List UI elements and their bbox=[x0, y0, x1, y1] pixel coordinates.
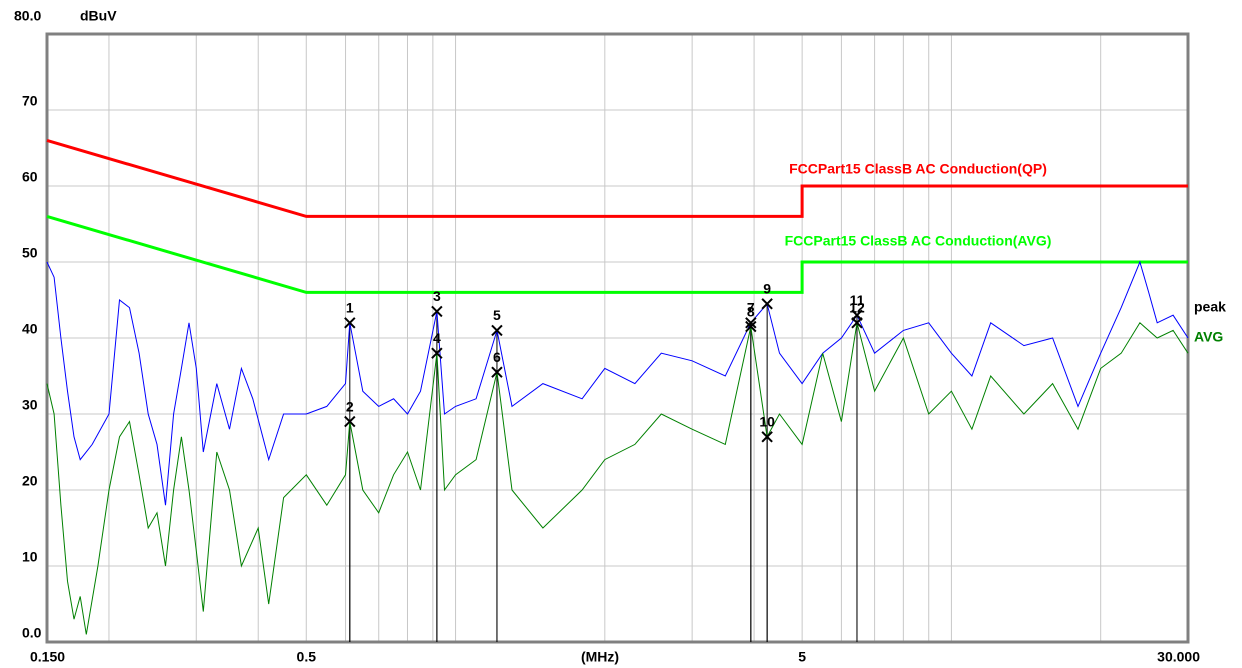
y-tick-label: 0.0 bbox=[22, 625, 42, 641]
x-tick-label: 0.5 bbox=[297, 649, 317, 665]
y-tick-label: 80.0 bbox=[14, 8, 41, 24]
y-tick-label: 10 bbox=[22, 549, 38, 565]
y-axis-label: dBuV bbox=[80, 8, 117, 24]
y-tick-label: 60 bbox=[22, 169, 38, 185]
marker-label: 4 bbox=[433, 330, 441, 346]
marker-label: 6 bbox=[493, 349, 501, 365]
series-label: FCCPart15 ClassB AC Conduction(QP) bbox=[789, 161, 1047, 177]
marker-label: 3 bbox=[433, 288, 441, 304]
marker bbox=[761, 298, 773, 310]
x-tick-label: 30.000 bbox=[1157, 649, 1200, 665]
series-line bbox=[46, 322, 1189, 635]
marker-label: 7 bbox=[747, 300, 755, 316]
marker-label: 9 bbox=[763, 281, 771, 297]
marker bbox=[344, 317, 356, 329]
marker bbox=[761, 431, 773, 443]
marker bbox=[851, 317, 863, 329]
marker-label: 8 bbox=[747, 303, 755, 319]
marker bbox=[431, 305, 443, 318]
marker-label: 2 bbox=[346, 398, 354, 414]
marker-label: 10 bbox=[759, 414, 775, 430]
marker-label: 12 bbox=[849, 300, 865, 316]
marker bbox=[745, 320, 757, 333]
marker-label: 11 bbox=[850, 292, 865, 308]
series-label: peak bbox=[1194, 299, 1226, 315]
x-tick-label: 0.150 bbox=[30, 649, 65, 665]
y-tick-label: 70 bbox=[22, 93, 38, 109]
marker bbox=[344, 415, 356, 428]
y-tick-label: 40 bbox=[22, 321, 38, 337]
series-line bbox=[46, 138, 1188, 218]
marker-label: 1 bbox=[346, 300, 354, 316]
y-tick-label: 50 bbox=[22, 245, 38, 261]
series-label: FCCPart15 ClassB AC Conduction(AVG) bbox=[785, 233, 1052, 249]
y-tick-label: 30 bbox=[22, 397, 38, 413]
marker bbox=[745, 317, 757, 329]
series-label: AVG bbox=[1194, 329, 1223, 345]
marker bbox=[431, 347, 443, 359]
y-tick-label: 20 bbox=[22, 473, 38, 489]
series-line bbox=[46, 260, 1189, 506]
x-tick-label: 5 bbox=[798, 649, 806, 665]
x-axis-label: (MHz) bbox=[581, 649, 619, 665]
marker-label: 5 bbox=[493, 307, 501, 323]
marker bbox=[491, 324, 503, 337]
marker bbox=[491, 366, 503, 378]
series-line bbox=[46, 214, 1188, 294]
